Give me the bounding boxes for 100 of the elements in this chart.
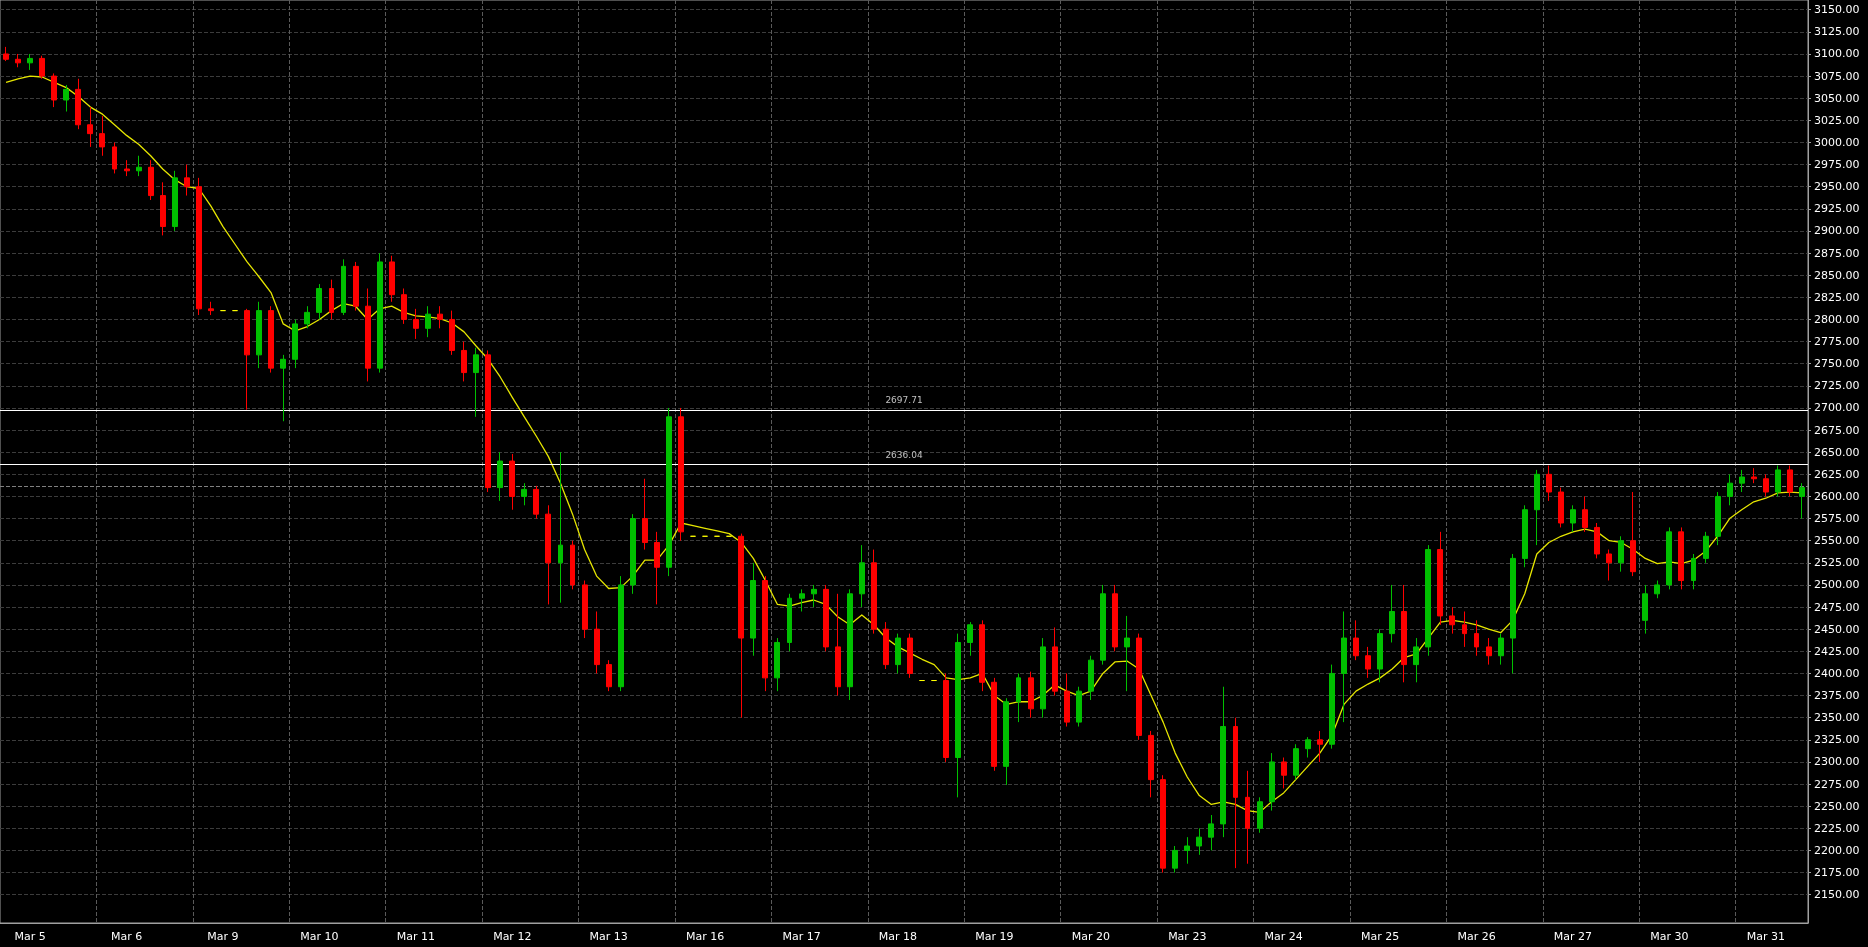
candlestick <box>1148 730 1154 798</box>
y-tick-label: 2475.00 <box>1814 600 1860 614</box>
candlestick <box>160 181 166 236</box>
candlestick <box>509 453 515 511</box>
y-tick-label: 2450.00 <box>1814 622 1860 636</box>
candlestick <box>99 115 105 157</box>
candlestick <box>762 575 768 692</box>
candlestick <box>1582 495 1588 533</box>
candlestick <box>1064 672 1070 728</box>
ref-line-label: 2636.04 <box>885 450 923 461</box>
y-tick-label: 2275.00 <box>1814 777 1860 791</box>
candlestick <box>907 633 913 679</box>
candlestick <box>485 349 491 493</box>
candlestick <box>1028 671 1034 719</box>
candlestick <box>1558 487 1564 528</box>
candlestick <box>353 261 359 312</box>
candlestick <box>750 562 756 657</box>
candlestick <box>1691 553 1696 590</box>
candlestick <box>1703 531 1709 564</box>
candlestick <box>1630 491 1636 577</box>
candlestick <box>184 164 190 197</box>
y-tick-label: 2575.00 <box>1814 512 1860 526</box>
candlestick <box>521 482 527 506</box>
candlestick <box>1052 626 1058 697</box>
y-tick-label: 3075.00 <box>1814 69 1860 83</box>
candlestick <box>1269 752 1275 812</box>
candlestick <box>1124 615 1130 692</box>
x-tick-label: Mar 11 <box>396 930 435 943</box>
candlestick <box>1775 464 1781 497</box>
y-tick-label: 2650.00 <box>1814 445 1860 459</box>
x-tick-label: Mar 5 <box>14 930 46 943</box>
candlestick <box>1136 633 1142 741</box>
candlestick <box>799 588 805 612</box>
candlestick <box>1220 686 1226 838</box>
y-tick-label: 2725.00 <box>1814 379 1860 393</box>
y-tick-label: 2800.00 <box>1814 312 1860 326</box>
y-tick-label: 2750.00 <box>1814 357 1860 371</box>
x-tick-label: Mar 27 <box>1553 930 1593 943</box>
candlestick <box>244 308 250 411</box>
candlestick <box>1654 580 1660 599</box>
candlestick <box>871 549 877 635</box>
candlestick <box>1522 504 1528 568</box>
candlestick <box>1618 535 1624 573</box>
candlestick <box>1474 619 1479 657</box>
candlestick <box>1510 553 1516 674</box>
candlestick <box>1715 491 1721 546</box>
candlestick <box>292 318 298 369</box>
x-tick-label: Mar 31 <box>1746 930 1785 943</box>
candlestick <box>1546 464 1552 502</box>
x-tick-label: Mar 6 <box>110 930 143 943</box>
y-tick-label: 2950.00 <box>1814 180 1860 194</box>
candlestick <box>533 485 539 520</box>
candlestick <box>1329 664 1335 750</box>
candlestick <box>1233 717 1238 869</box>
candlestick <box>1787 464 1793 497</box>
candlestick <box>413 308 419 340</box>
candlestick <box>341 258 346 316</box>
candlestick <box>389 255 395 303</box>
y-tick-label: 2225.00 <box>1814 821 1860 835</box>
candlestick <box>1003 697 1009 786</box>
candlestick <box>1172 845 1178 874</box>
candlestick <box>594 611 600 674</box>
candlestick <box>1606 549 1612 582</box>
y-tick-label: 2900.00 <box>1814 224 1860 238</box>
y-tick-label: 2325.00 <box>1814 733 1860 747</box>
candlestick <box>1281 757 1287 789</box>
y-tick-label: 2150.00 <box>1814 888 1860 902</box>
y-tick-label: 2425.00 <box>1814 644 1860 658</box>
candlestick <box>497 451 503 502</box>
candlestick <box>1160 774 1166 874</box>
candlestick <box>136 155 142 177</box>
candlestick <box>473 347 479 418</box>
candlestick <box>1594 522 1600 559</box>
candlestick <box>124 159 130 177</box>
candlestick <box>570 540 575 590</box>
candlestick <box>979 619 985 692</box>
x-tick-label: Mar 26 <box>1457 930 1496 943</box>
candlestick <box>1751 467 1757 484</box>
candlestick <box>1184 836 1190 865</box>
candlestick <box>87 106 93 148</box>
candlestick <box>3 46 9 62</box>
candlestick <box>377 252 383 374</box>
candlestick <box>256 301 262 369</box>
candlestick <box>654 531 660 605</box>
candlestick <box>1208 814 1214 851</box>
candlestick <box>196 177 202 316</box>
candlestick <box>545 504 551 605</box>
candlestick <box>1727 473 1733 506</box>
candlestick <box>1666 526 1672 590</box>
x-tick-label: Mar 12 <box>493 930 532 943</box>
candlestick <box>1449 606 1455 635</box>
candlestick <box>847 588 853 701</box>
candlestick <box>606 659 612 692</box>
candlestick <box>1799 482 1805 520</box>
candlestick <box>401 287 407 325</box>
candlestick <box>1534 469 1540 546</box>
y-tick-label: 2550.00 <box>1814 534 1860 548</box>
candlestick <box>1365 646 1371 679</box>
y-tick-label: 3100.00 <box>1814 47 1860 61</box>
x-tick-label: Mar 24 <box>1264 930 1303 943</box>
